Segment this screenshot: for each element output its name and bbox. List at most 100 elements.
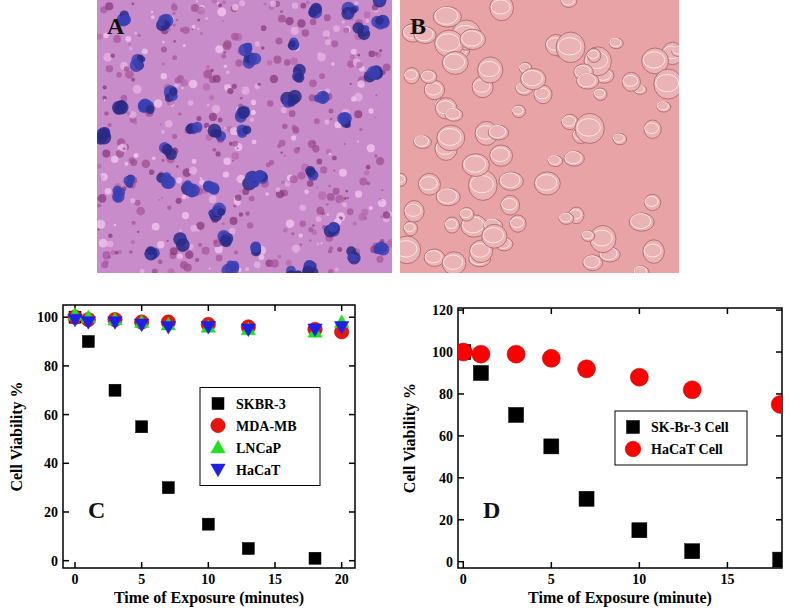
stain-speck <box>209 113 217 121</box>
data-point <box>507 345 525 363</box>
stained-cell <box>290 40 300 50</box>
stain-speck <box>354 110 362 118</box>
cell-highlight <box>613 134 624 142</box>
y-tick-label: 60 <box>439 429 453 444</box>
stain-speck <box>289 110 296 117</box>
stain-speck <box>171 4 178 11</box>
x-tick-top <box>551 308 553 314</box>
cell-highlight <box>562 116 575 126</box>
cell <box>575 113 604 143</box>
legend-marker <box>211 464 225 477</box>
stain-speck <box>328 108 333 113</box>
stain-speck <box>239 212 243 216</box>
stained-cell <box>367 66 381 80</box>
stain-speck <box>245 267 249 271</box>
data-point <box>134 319 148 332</box>
cell <box>445 217 460 233</box>
legend-label: HaCaT <box>236 463 281 478</box>
stain-speck <box>217 7 226 16</box>
cell-highlight <box>491 148 509 162</box>
cell <box>561 0 577 7</box>
panel-label: B <box>410 13 426 39</box>
stain-speck <box>309 239 311 241</box>
data-point <box>473 366 488 381</box>
stained-cell <box>212 203 226 217</box>
stain-speck <box>297 172 305 180</box>
stain-speck <box>331 40 338 47</box>
stain-speck <box>185 250 194 259</box>
y-tick-label: 120 <box>432 303 453 318</box>
stain-speck <box>232 152 240 160</box>
cell <box>644 120 661 138</box>
stain-speck <box>326 203 328 205</box>
stain-speck <box>97 164 102 169</box>
stain-speck <box>209 95 214 100</box>
panel-label: D <box>483 497 500 523</box>
stained-cell <box>186 187 197 198</box>
stain-speck <box>249 196 255 202</box>
stain-speck <box>161 47 167 53</box>
stain-speck <box>324 120 329 125</box>
stain-speck <box>290 175 298 183</box>
y-tick <box>63 560 69 562</box>
stain-speck <box>119 144 127 152</box>
y-tick-right <box>776 435 782 437</box>
stain-speck <box>173 40 176 43</box>
data-point <box>309 552 321 564</box>
cell-highlight <box>560 213 572 222</box>
cell-highlight <box>421 71 434 81</box>
cell <box>445 108 463 121</box>
cell <box>564 151 584 166</box>
stain-speck <box>302 29 310 37</box>
cell-highlight <box>464 156 486 172</box>
stain-speck <box>344 143 346 145</box>
stained-cell <box>249 53 261 65</box>
stain-speck <box>229 217 237 225</box>
stain-speck <box>328 269 333 273</box>
legend-marker <box>211 418 225 432</box>
cell-highlight <box>460 209 471 218</box>
y-tick-label: 0 <box>51 554 58 569</box>
x-tick-label: 15 <box>720 572 734 587</box>
stain-speck <box>367 144 375 152</box>
cell-highlight <box>578 74 596 87</box>
stain-speck <box>331 62 334 65</box>
y-tick-right <box>349 511 355 513</box>
cell-highlight <box>470 176 493 193</box>
cell <box>657 102 671 112</box>
stain-speck <box>357 80 364 87</box>
data-point <box>578 360 596 378</box>
stained-cell <box>237 107 249 119</box>
stain-speck <box>359 128 362 131</box>
stain-speck <box>200 177 203 180</box>
stain-speck <box>344 26 350 32</box>
cell <box>442 252 466 273</box>
stain-speck <box>223 171 229 177</box>
stain-speck <box>105 188 112 195</box>
stain-speck <box>224 64 228 68</box>
cell <box>400 173 407 186</box>
stain-speck <box>106 65 113 72</box>
stain-speck <box>308 140 316 148</box>
stain-speck <box>379 49 382 52</box>
x-tick-label: 0 <box>72 572 79 587</box>
stain-speck <box>183 44 186 47</box>
y-tick-label: 20 <box>44 505 58 520</box>
stain-speck <box>129 111 136 118</box>
stain-speck <box>154 99 163 108</box>
chart: 05101520020406080100Time of Exposure (mi… <box>8 305 355 607</box>
stain-speck <box>314 118 320 124</box>
cell-highlight <box>657 102 668 110</box>
stained-cell <box>162 144 173 155</box>
cell <box>622 72 640 91</box>
stain-speck <box>333 25 340 32</box>
stain-speck <box>130 198 135 203</box>
y-tick-label: 20 <box>439 513 453 528</box>
data-point <box>81 317 95 330</box>
cell <box>424 249 445 266</box>
stain-speck <box>283 154 286 157</box>
marks <box>68 308 349 565</box>
cell <box>534 172 560 195</box>
stain-speck <box>254 261 261 268</box>
stain-speck <box>152 223 160 231</box>
